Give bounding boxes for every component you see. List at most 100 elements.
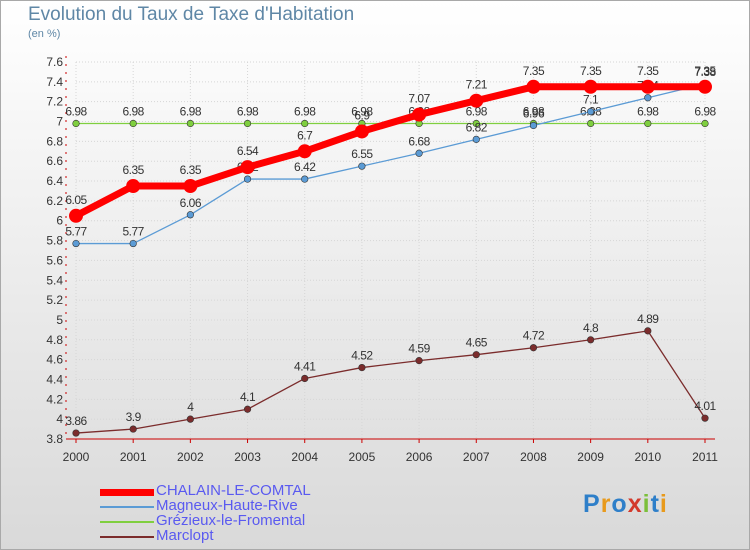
data-label: 6.98 bbox=[294, 105, 316, 119]
data-label: 6.9 bbox=[354, 108, 370, 122]
y-tick-label: 6.2 bbox=[46, 194, 63, 208]
data-point bbox=[415, 357, 423, 365]
data-label: 6.35 bbox=[123, 163, 145, 177]
data-label: 6.98 bbox=[351, 105, 373, 119]
data-label: 6.05 bbox=[65, 193, 87, 207]
x-tick-label: 2007 bbox=[463, 450, 490, 464]
y-tick-label: 5.6 bbox=[46, 253, 63, 267]
data-point bbox=[358, 162, 366, 170]
x-tick-label: 2006 bbox=[406, 450, 433, 464]
y-tick-label: 6.6 bbox=[46, 154, 63, 168]
data-label: 4.89 bbox=[637, 312, 659, 326]
logo-letter: x bbox=[627, 490, 643, 518]
data-label: 6.98 bbox=[637, 105, 659, 119]
series-line bbox=[75, 330, 706, 434]
data-label: 3.86 bbox=[65, 414, 87, 428]
data-point bbox=[72, 119, 80, 128]
legend-item: Magneux-Haute-Rive bbox=[100, 497, 360, 515]
data-point bbox=[186, 119, 194, 128]
data-label: 4.65 bbox=[466, 336, 488, 350]
data-label: 5.77 bbox=[123, 225, 145, 239]
x-tick-label: 2005 bbox=[349, 450, 376, 464]
data-label: 6.98 bbox=[523, 105, 545, 119]
data-point bbox=[529, 344, 538, 352]
data-label: 7.35 bbox=[523, 64, 545, 78]
x-tick-label: 2002 bbox=[177, 450, 204, 464]
data-label: 7.35 bbox=[694, 64, 716, 78]
data-point bbox=[72, 239, 80, 248]
data-point bbox=[297, 144, 312, 159]
data-point bbox=[644, 94, 652, 102]
data-point bbox=[126, 179, 141, 194]
data-point bbox=[701, 119, 709, 128]
data-label: 4.1 bbox=[240, 390, 256, 404]
data-point bbox=[301, 374, 309, 383]
y-tick-label: 7.6 bbox=[46, 55, 63, 69]
data-label: 6.7 bbox=[297, 128, 313, 142]
y-tick-label: 4.6 bbox=[46, 353, 63, 367]
data-point bbox=[243, 175, 252, 183]
data-label: 6.98 bbox=[180, 105, 202, 119]
data-label: 7.1 bbox=[583, 93, 599, 107]
data-point bbox=[415, 149, 423, 157]
y-tick-label: 5.2 bbox=[46, 293, 63, 307]
series-line bbox=[74, 83, 705, 219]
data-label: 6.98 bbox=[237, 105, 259, 119]
data-point bbox=[698, 79, 712, 94]
data-point bbox=[587, 336, 595, 344]
chart-title: Evolution du Taux de Taxe d'Habitation bbox=[28, 4, 355, 25]
data-label: 4.01 bbox=[694, 399, 716, 413]
legend-item: Grézieux-le-Fromental bbox=[100, 512, 360, 530]
data-point bbox=[644, 327, 652, 335]
data-point bbox=[358, 363, 366, 372]
data-point bbox=[186, 211, 194, 219]
data-label: 5.77 bbox=[65, 225, 87, 239]
legend-swatch bbox=[100, 536, 154, 538]
y-tick-label: 5 bbox=[56, 313, 63, 327]
legend-label: Magneux-Haute-Rive bbox=[156, 497, 298, 514]
data-point bbox=[469, 93, 484, 108]
data-label: 4.52 bbox=[351, 349, 373, 363]
logo-letter: t bbox=[650, 490, 660, 518]
x-tick-label: 2001 bbox=[120, 450, 147, 464]
data-label: 6.98 bbox=[123, 105, 145, 119]
data-point bbox=[526, 79, 541, 94]
y-tick-label: 5.4 bbox=[46, 273, 63, 287]
data-point bbox=[243, 405, 252, 413]
x-tick-label: 2000 bbox=[63, 450, 90, 464]
data-label: 7.35 bbox=[580, 64, 602, 78]
legend-label: Marclopt bbox=[156, 527, 214, 544]
data-label: 7.38 bbox=[694, 65, 716, 79]
data-point bbox=[301, 175, 309, 183]
y-tick-label: 4.8 bbox=[46, 333, 63, 347]
legend-label: CHALAIN-LE-COMTAL bbox=[156, 482, 311, 499]
y-tick-label: 4.4 bbox=[46, 372, 63, 386]
data-label: 6.98 bbox=[65, 105, 87, 119]
legend-swatch bbox=[100, 521, 154, 523]
data-point bbox=[644, 119, 652, 128]
y-tick-label: 4 bbox=[56, 412, 63, 426]
data-point bbox=[129, 119, 137, 128]
x-tick-label: 2010 bbox=[634, 450, 661, 464]
data-label: 6.82 bbox=[466, 120, 488, 134]
y-tick-label: 3.8 bbox=[46, 432, 63, 446]
data-label: 6.98 bbox=[694, 105, 716, 119]
logo-letter: o bbox=[611, 490, 628, 518]
y-tick-label: 5.8 bbox=[46, 234, 63, 248]
logo-letter: P bbox=[583, 490, 601, 518]
data-label: 6.55 bbox=[351, 147, 373, 161]
data-label: 6.06 bbox=[180, 196, 202, 210]
data-point bbox=[240, 160, 255, 175]
logo-letter: i bbox=[659, 490, 668, 518]
data-point bbox=[72, 429, 80, 437]
legend-item: CHALAIN-LE-COMTAL bbox=[100, 482, 360, 500]
data-label: 6.68 bbox=[408, 134, 430, 148]
data-point bbox=[472, 135, 480, 143]
legend-item: Marclopt bbox=[100, 527, 360, 545]
data-point bbox=[301, 119, 309, 128]
data-point bbox=[583, 79, 598, 94]
legend-swatch bbox=[100, 489, 154, 496]
y-tick-label: 7 bbox=[56, 115, 63, 129]
data-label: 4.41 bbox=[294, 359, 316, 373]
